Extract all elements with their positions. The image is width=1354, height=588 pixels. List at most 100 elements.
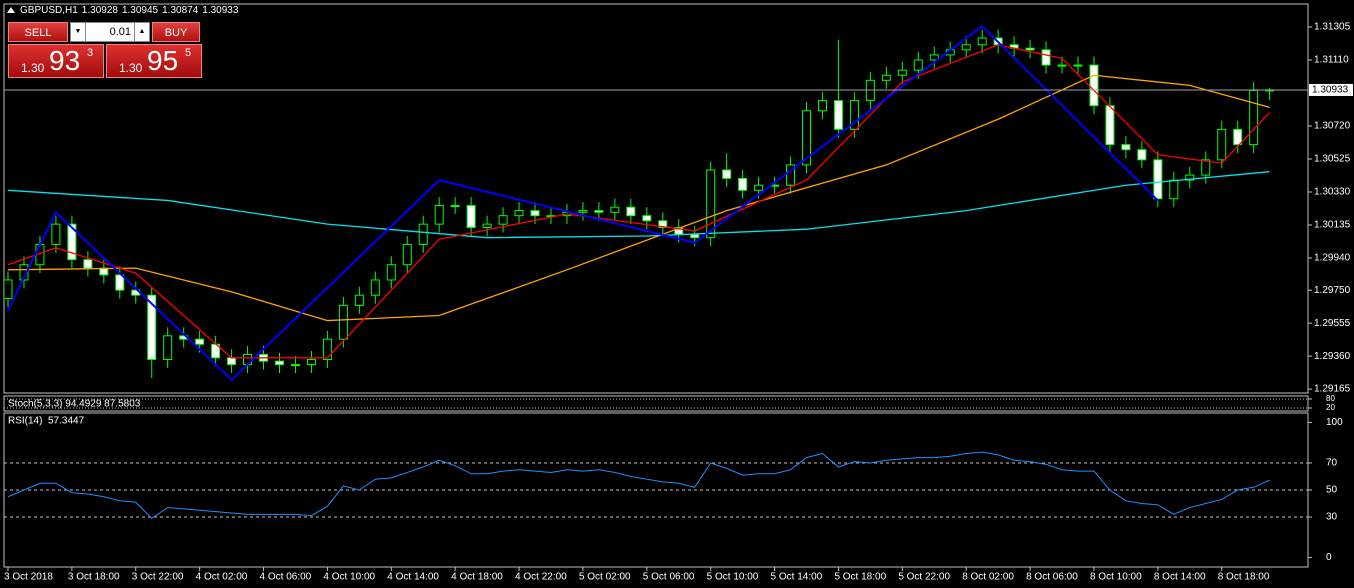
candle-body: [961, 44, 971, 51]
y-tick-label: 70: [1326, 458, 1338, 469]
y-tick-label: 20: [1326, 403, 1335, 412]
candle-body: [754, 184, 764, 191]
candle-body: [913, 59, 923, 71]
rsi-line: [7, 451, 1270, 520]
current-price-box: [1309, 83, 1353, 96]
candle-body: [163, 335, 173, 360]
y-tick-label: 1.30135: [1314, 220, 1351, 231]
ask-price[interactable]: 1.30 95 5: [106, 44, 202, 78]
candle-body: [1217, 128, 1227, 161]
candle-body: [1073, 64, 1083, 67]
y-tick-label: 100: [1326, 417, 1343, 428]
candle-body: [67, 223, 77, 261]
candle-body: [1249, 89, 1259, 146]
candle-body: [690, 233, 700, 239]
x-tick-label: 8 Oct 18:00: [1218, 572, 1270, 583]
bid-prefix: 1.30: [21, 61, 45, 75]
y-tick-label: 1.30525: [1314, 154, 1351, 165]
indicator-line: [7, 44, 1271, 359]
x-tick-label: 3 Oct 2018: [4, 572, 53, 583]
bid-big: 93: [49, 45, 81, 76]
candle-body: [642, 215, 652, 222]
x-tick-label: 5 Oct 22:00: [898, 572, 950, 583]
indicator-line: [7, 171, 1270, 239]
ohlc-close: 1.30933: [202, 5, 239, 16]
candle-body: [514, 210, 524, 217]
lot-input[interactable]: ▼ 0.01 ▲: [70, 22, 150, 42]
candle-body: [594, 210, 604, 213]
candle-body: [227, 357, 237, 366]
y-tick-label: 1.29750: [1314, 285, 1351, 296]
panel-title: Stoch(5,3,3) 94.4929 87.5803: [8, 399, 141, 410]
x-tick-label: 3 Oct 22:00: [132, 572, 184, 583]
candle-body: [51, 223, 61, 245]
candle-body: [418, 223, 428, 245]
x-tick-label: 8 Oct 06:00: [1026, 572, 1078, 583]
bid-small: 3: [87, 47, 94, 59]
lot-value: 0.01: [109, 26, 131, 38]
x-tick-label: 3 Oct 18:00: [68, 572, 120, 583]
collapse-icon[interactable]: [7, 7, 15, 13]
candle-body: [498, 215, 508, 225]
candle-body: [610, 206, 620, 213]
candle-body: [849, 100, 859, 130]
x-tick-label: 4 Oct 06:00: [260, 572, 312, 583]
ohlc-high: 1.30945: [121, 5, 159, 16]
candle-body: [274, 360, 284, 366]
candle-body: [115, 274, 125, 291]
candle-body: [290, 364, 300, 367]
candle-body: [322, 338, 332, 360]
candle-body: [1105, 105, 1115, 146]
y-tick-label: 80: [1326, 394, 1335, 403]
ohlc-low: 1.30874: [162, 5, 199, 16]
rsi-value: 57.3447: [48, 416, 85, 427]
lot-up[interactable]: ▲: [134, 23, 149, 41]
candle-body: [434, 205, 444, 225]
plot-area: [4, 24, 1275, 382]
y-tick-label: 30: [1326, 512, 1338, 523]
candle-body: [1089, 64, 1099, 107]
candle-body: [929, 54, 939, 61]
y-tick-label: 1.29555: [1314, 318, 1351, 329]
stoch-frame: [3, 395, 1309, 412]
candle-body: [466, 205, 476, 229]
candle-body: [147, 294, 157, 360]
candle-body: [1153, 159, 1163, 200]
buy-button[interactable]: BUY: [152, 22, 200, 42]
ask-big: 95: [147, 45, 179, 76]
y-tick-label: 0: [1326, 552, 1332, 563]
candle-body: [482, 223, 492, 229]
bid-price[interactable]: 1.30 93 3: [8, 44, 104, 78]
candle-body: [1137, 149, 1147, 161]
candle-body: [1057, 64, 1067, 67]
lot-down[interactable]: ▼: [71, 23, 86, 41]
rsi-frame: [3, 412, 1309, 568]
y-tick-label: 1.31305: [1314, 22, 1351, 33]
symbol: GBPUSD,H1: [20, 5, 78, 16]
y-tick-label: 1.29940: [1314, 253, 1351, 264]
x-tick-label: 4 Oct 10:00: [323, 572, 375, 583]
ohlc-open: 1.30928: [81, 5, 118, 16]
candle-body: [1025, 47, 1035, 51]
candle-body: [1185, 174, 1195, 181]
header: GBPUSD,H1 1.30928 1.30945 1.30874 1.30933: [20, 5, 242, 16]
x-tick-label: 8 Oct 14:00: [1154, 572, 1206, 583]
x-tick-label: 5 Oct 02:00: [579, 572, 631, 583]
candle-body: [658, 220, 668, 229]
sell-button[interactable]: SELL: [8, 22, 68, 42]
x-tick-label: 4 Oct 02:00: [196, 572, 248, 583]
y-tick-label: 1.29165: [1314, 384, 1351, 395]
candle-body: [354, 294, 364, 306]
candle-body: [402, 243, 412, 266]
candle-body: [786, 164, 796, 186]
ask-small: 5: [185, 47, 192, 59]
panel-title: RSI(14): [8, 416, 42, 427]
x-tick-label: 5 Oct 10:00: [707, 572, 759, 583]
candle-body: [722, 169, 732, 179]
candle-body: [897, 69, 907, 76]
x-tick-label: 5 Oct 18:00: [834, 572, 886, 583]
y-tick-label: 1.31110: [1314, 55, 1349, 66]
candle-body: [802, 110, 811, 166]
